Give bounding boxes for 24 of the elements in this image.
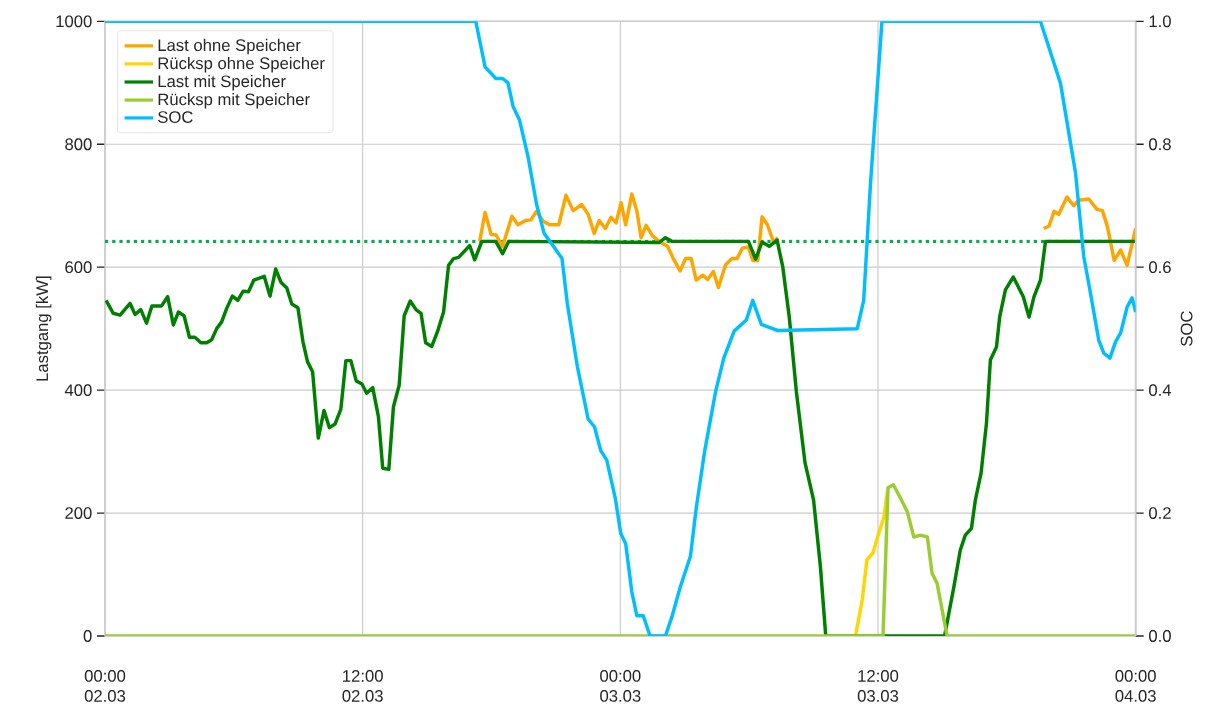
x-tick-label: 00:00 03.03	[600, 670, 641, 702]
x-tick-label: 00:00 02.03	[84, 670, 126, 702]
y-tick-label: 1000	[56, 15, 92, 28]
y-tick-label: 800	[65, 138, 92, 151]
legend-label: Rücksp ohne Speicher	[158, 56, 325, 73]
legend-label: Last mit Speicher	[158, 74, 286, 91]
x-tick-label: 12:00 03.03	[857, 670, 899, 702]
y-tick-label: 400	[64, 384, 92, 397]
x-tick-label: 00:00 04.03	[1115, 670, 1156, 702]
x-tick-label: 12:00 02.03	[342, 670, 383, 702]
y2-axis-title: SOC	[1180, 311, 1193, 346]
y-axis-title: Lastgang [kW]	[35, 276, 52, 381]
y-tick-label: 0	[83, 630, 92, 642]
y2-tick-label: 0.2	[1149, 507, 1171, 519]
y2-tick-label: 0.0	[1149, 630, 1171, 642]
y2-tick-label: 0.6	[1149, 261, 1171, 274]
y-tick-label: 600	[65, 261, 92, 274]
y2-tick-label: 0.8	[1149, 138, 1171, 151]
y-tick-label: 200	[65, 507, 92, 519]
legend-label: SOC	[158, 111, 193, 123]
legend-label: Rücksp mit Speicher	[158, 93, 310, 109]
y2-tick-label: 1.0	[1149, 15, 1171, 28]
y2-tick-label: 0.4	[1149, 384, 1172, 397]
legend-label: Last ohne Speicher	[158, 38, 301, 55]
